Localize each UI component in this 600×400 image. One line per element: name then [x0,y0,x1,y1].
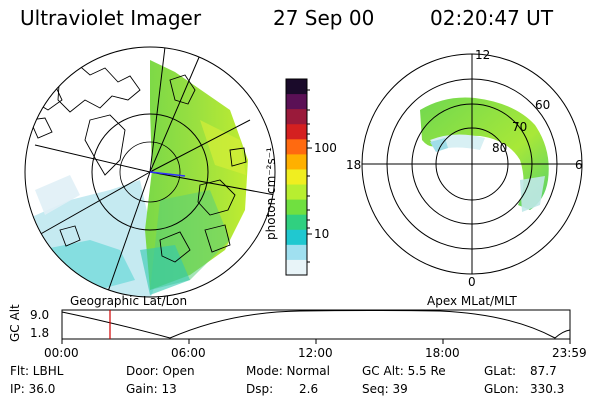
seq-info: Seq: 39 [362,382,408,396]
colorbar-segment [286,124,307,140]
timeline-xtick-1800: 18:00 [425,346,460,360]
colorbar-segment [286,154,307,171]
lat-label-60: 60 [535,98,551,112]
colorbar-segment [286,184,307,201]
colorbar-segment [286,259,307,276]
colorbar-segment [286,109,307,125]
date-label: 27 Sep 00 [273,6,375,30]
timeline-ytick-1-8: 1.8 [30,326,50,340]
time-label: 02:20:47 UT [430,6,554,30]
glon-value: 330.3 [530,382,565,396]
mlt-label-12: 12 [475,48,491,62]
colorbar-segment [286,229,307,246]
polar-plot [361,53,583,275]
colorbar-segment [286,94,307,110]
ip-info: IP: 36.0 [10,382,56,396]
colorbar-tick-10: 10 [314,227,330,241]
apex-caption: Apex MLat/MLT [427,294,517,308]
instrument-title: Ultraviolet Imager [20,6,202,30]
mode-info: Mode: Normal [246,364,330,378]
colorbar-segment [286,169,307,186]
timeline-xtick-0000: 00:00 [44,346,79,360]
door-info: Door: Open [126,364,195,378]
mlt-label-6: 6 [575,158,583,172]
mlt-label-0: 0 [468,275,476,289]
colorbar-unit-label: photon cm⁻²s⁻¹ [264,147,278,240]
lat-label-80: 80 [492,141,508,155]
glon-label: GLon: [484,382,519,396]
colorbar-segment [286,244,307,261]
colorbar-frame [285,78,308,276]
gain-info: Gain: 13 [126,382,177,396]
colorbar-tick-100: 100 [314,141,337,155]
geographic-map [24,46,276,298]
filter-info: Flt: LBHL [10,364,64,378]
colorbar [286,79,307,276]
colorbar-segment [286,79,307,95]
dsp-label: Dsp: [246,382,274,396]
mlt-label-18: 18 [346,158,362,172]
gc-alt-info: GC Alt: 5.5 Re [362,364,446,378]
colorbar-segment [286,139,307,155]
timeline-xtick-2359: 23:59 [552,346,587,360]
geographic-caption: Geographic Lat/Lon [70,294,188,308]
glat-value: 87.7 [530,364,557,378]
colorbar-segment [286,214,307,231]
timeline-xtick-0600: 06:00 [171,346,206,360]
timeline-ylabel: GC Alt [8,304,22,342]
timeline-ytick-9: 9.0 [30,308,50,322]
dsp-value: 2.6 [299,382,319,396]
glat-label: GLat: [484,364,517,378]
timeline-plot [61,309,571,344]
lat-label-70: 70 [512,120,528,134]
timeline-xtick-1200: 12:00 [298,346,333,360]
colorbar-segment [286,199,307,216]
